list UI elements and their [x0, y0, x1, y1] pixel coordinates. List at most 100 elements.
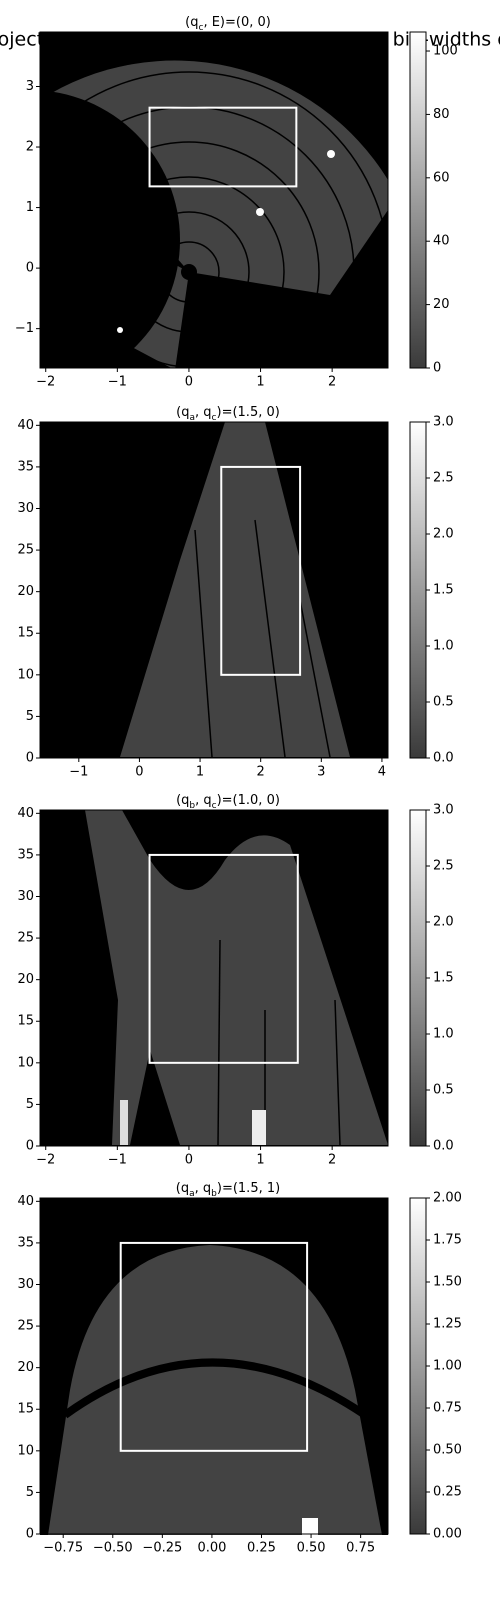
selection-box [148, 106, 298, 188]
colorbar-tick-label: 1.0 [433, 639, 454, 654]
title-part: (q [185, 15, 198, 30]
axes-frame [39, 421, 389, 759]
colorbar-tick-label: 1.75 [433, 1233, 462, 1248]
colorbar-tick-label: 100 [433, 44, 458, 59]
y-tick-label: 15 [17, 1014, 34, 1029]
y-tick-label: 35 [17, 847, 34, 862]
y-tick-label: 35 [17, 1235, 34, 1250]
y-tick-label: 30 [17, 1277, 34, 1292]
y-tick-label: 5 [26, 709, 34, 724]
colorbar-tick-label: 0.5 [433, 695, 454, 710]
y-tick-label: 1 [26, 200, 34, 215]
colorbar-tick-label: 60 [433, 170, 450, 185]
colorbar [409, 421, 427, 759]
colorbar-tick-label: 1.00 [433, 1359, 462, 1374]
title-part: b [211, 1189, 217, 1199]
y-tick-label: 40 [17, 806, 34, 821]
colorbar-tick-label: 1.50 [433, 1275, 462, 1290]
panel-title: (qc, E)=(0, 0) [185, 15, 271, 33]
y-tick-label: 10 [17, 667, 34, 682]
y-tick-label: 20 [17, 972, 34, 987]
colorbar-tick-label: 1.5 [433, 583, 454, 598]
axes-frame [39, 1197, 389, 1535]
colorbar [409, 809, 427, 1147]
selection-box [119, 1241, 309, 1452]
x-tick-label: 0.00 [197, 1541, 226, 1556]
x-tick-label: 0.25 [247, 1541, 276, 1556]
colorbar-tick-label: 40 [433, 234, 450, 249]
x-tick-label: −0.75 [43, 1541, 83, 1556]
title-part: c [198, 23, 203, 33]
y-tick-label: −1 [15, 321, 34, 336]
panel-title: (qa, qc)=(1.5, 0) [176, 405, 280, 423]
colorbar-tick-label: 2.0 [433, 915, 454, 930]
y-tick-label: 5 [26, 1485, 34, 1500]
x-tick-label: 0 [185, 375, 193, 390]
colorbar-tick-label: 0.5 [433, 1083, 454, 1098]
y-tick-label: 15 [17, 1402, 34, 1417]
x-tick-label: 0 [135, 765, 143, 780]
y-tick-label: 5 [26, 1097, 34, 1112]
colorbar-tick-label: 20 [433, 297, 450, 312]
colorbar-tick-label: 2.0 [433, 527, 454, 542]
y-tick-label: 20 [17, 584, 34, 599]
y-tick-label: 0 [26, 261, 34, 276]
title-part: (q [176, 793, 189, 808]
x-tick-label: −1 [108, 1153, 127, 1168]
title-part: , q [195, 1181, 212, 1196]
x-tick-label: −2 [36, 375, 55, 390]
image [40, 32, 388, 368]
panel-title: (qa, qb)=(1.5, 1) [176, 1181, 280, 1199]
title-part: c [212, 413, 217, 423]
x-tick-label: 1 [196, 765, 204, 780]
x-tick-label: −1 [69, 765, 88, 780]
colorbar-tick-label: 0.00 [433, 1527, 462, 1542]
image [40, 422, 388, 758]
title-part: )=(1.0, 0) [217, 793, 280, 808]
y-tick-label: 3 [26, 79, 34, 94]
x-tick-label: 0.50 [297, 1541, 326, 1556]
colorbar [409, 1197, 427, 1535]
y-tick-label: 25 [17, 543, 34, 558]
colorbar-tick-label: 0 [433, 361, 441, 376]
y-tick-label: 10 [17, 1443, 34, 1458]
colorbar-tick-label: 0.0 [433, 751, 454, 766]
colorbar-tick-label: 80 [433, 107, 450, 122]
y-tick-label: 0 [26, 751, 34, 766]
colorbar-tick-label: 2.5 [433, 471, 454, 486]
x-tick-label: 0 [185, 1153, 193, 1168]
title-part: (q [176, 1181, 189, 1196]
x-tick-label: 4 [378, 765, 386, 780]
y-tick-label: 0 [26, 1527, 34, 1542]
image [40, 1198, 388, 1535]
x-tick-label: 2 [328, 1153, 336, 1168]
colorbar-tick-label: 0.75 [433, 1401, 462, 1416]
title-part: a [189, 1189, 195, 1199]
title-part: c [212, 801, 217, 811]
colorbar-tick-label: 2.00 [433, 1191, 462, 1206]
colorbar-tick-label: 0.50 [433, 1443, 462, 1458]
y-tick-label: 10 [17, 1055, 34, 1070]
y-tick-label: 2 [26, 140, 34, 155]
title-part: a [190, 413, 196, 423]
title-part: , q [195, 405, 212, 420]
panel-title: (qb, qc)=(1.0, 0) [176, 793, 280, 811]
x-tick-label: 1 [256, 1153, 264, 1168]
x-tick-label: 0.75 [346, 1541, 375, 1556]
x-tick-label: 2 [257, 765, 265, 780]
colorbar-tick-label: 1.0 [433, 1027, 454, 1042]
title-part: )=(1.5, 0) [217, 405, 280, 420]
colorbar-tick-label: 2.5 [433, 859, 454, 874]
selection-box [148, 853, 299, 1064]
y-tick-label: 40 [17, 1194, 34, 1209]
y-tick-label: 30 [17, 889, 34, 904]
x-tick-label: −0.50 [93, 1541, 133, 1556]
title-part: , E)=(0, 0) [203, 15, 270, 30]
colorbar-tick-label: 1.25 [433, 1317, 462, 1332]
x-tick-label: −1 [108, 375, 127, 390]
title-part: b [189, 801, 195, 811]
colorbar-tick-label: 0.0 [433, 1139, 454, 1154]
colorbar-tick-label: 3.0 [433, 803, 454, 818]
y-tick-label: 20 [17, 1360, 34, 1375]
